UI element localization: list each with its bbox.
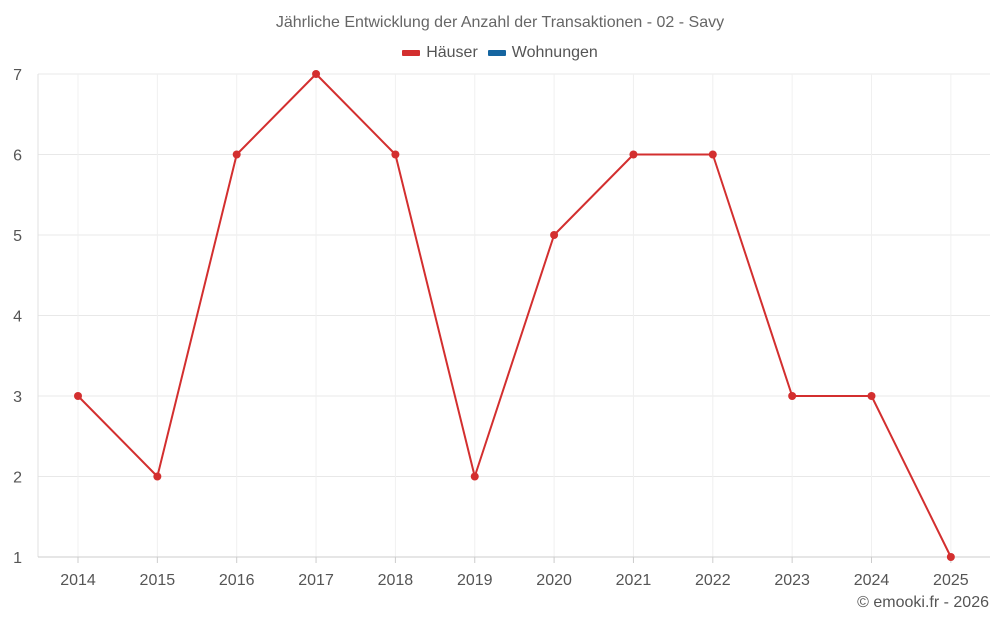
y-tick-label: 7 [13,67,22,84]
data-point[interactable] [391,150,400,159]
y-tick-label: 2 [13,470,22,487]
data-point[interactable] [153,472,162,481]
x-tick-label: 2019 [457,572,493,589]
x-tick-label: 2016 [219,572,255,589]
data-point[interactable] [470,472,479,481]
x-tick-label: 2015 [140,572,176,589]
data-point[interactable] [232,150,241,159]
legend-swatch-haeuser [402,50,421,56]
legend-label-haeuser: Häuser [426,44,478,61]
legend-label-wohnungen: Wohnungen [511,44,598,61]
legend-item-wohnungen[interactable]: Wohnungen [487,44,598,62]
y-tick-label: 4 [13,309,22,326]
x-tick-label: 2017 [298,572,334,589]
data-point[interactable] [708,150,717,159]
series-layer [74,70,955,561]
series-line-0 [77,73,952,558]
x-tick-label: 2024 [854,572,890,589]
x-tick-label: 2022 [695,572,731,589]
axes: 1 2 3 4 5 6 7 2014 2015 2016 2017 2018 2019 2020 2021 2… [13,67,990,589]
data-point[interactable] [312,70,321,78]
y-tick-label: 6 [13,148,22,165]
grid [38,73,990,558]
x-tick-label: 2025 [933,572,969,589]
data-point[interactable] [74,392,82,400]
legend-swatch-wohnungen [487,50,506,56]
x-tick-label: 2014 [60,572,96,589]
data-point[interactable] [788,392,797,400]
x-tick-label: 2023 [774,572,810,589]
y-tick-label: 3 [13,389,22,406]
chart-title: Jährliche Entwicklung der Anzahl der Tra… [275,14,725,31]
x-tick-label: 2020 [536,572,572,589]
legend-item-haeuser[interactable]: Häuser [402,44,478,62]
data-point[interactable] [629,150,638,159]
copyright-text: © emooki.fr - 2026 [857,594,989,611]
x-tick-label: 2021 [616,572,652,589]
y-tick-label: 1 [13,550,22,567]
y-tick-label: 5 [13,228,22,245]
data-point[interactable] [867,392,876,400]
x-tick-label: 2018 [378,572,414,589]
data-point[interactable] [946,553,955,561]
data-point[interactable] [550,231,559,239]
legend: Häuser Wohnungen [0,44,1000,62]
